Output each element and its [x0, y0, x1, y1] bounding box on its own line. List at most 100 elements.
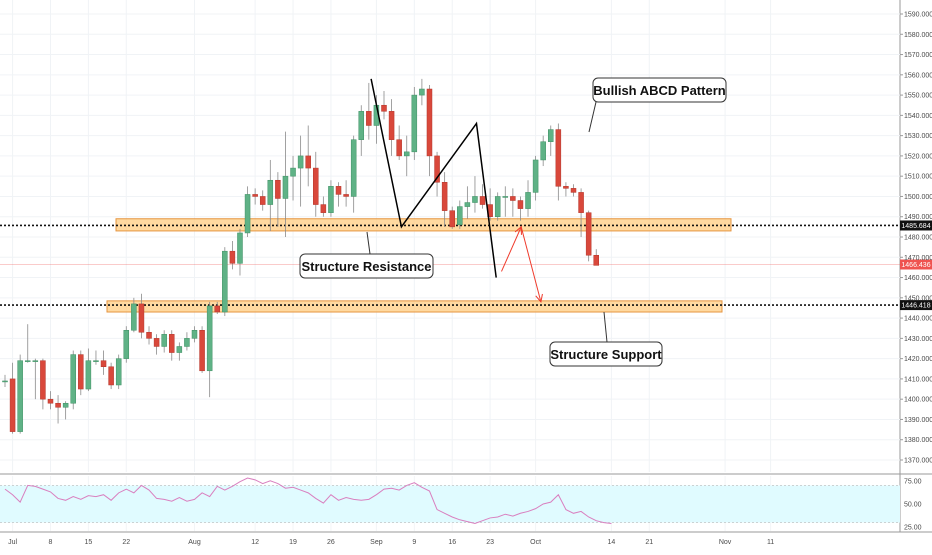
price-tick-label: 1560.000	[904, 72, 932, 79]
price-tick-label: 1550.000	[904, 93, 932, 100]
price-tick-labels: 1370.000 1380.000 1390.000 1400.000 1410.000…	[900, 12, 932, 465]
candle-body	[472, 196, 478, 203]
time-tick-label: 22	[122, 539, 130, 546]
price-tick-label: 1580.000	[904, 32, 932, 39]
candle-body	[282, 175, 289, 199]
candle-body	[93, 360, 99, 362]
candle-body	[9, 378, 16, 432]
candle-body	[358, 111, 365, 140]
candle-body	[290, 167, 296, 177]
candle-body	[146, 332, 152, 339]
candle-body	[55, 402, 61, 408]
candle-body	[123, 330, 130, 359]
level-price-label: 1446.418	[901, 303, 930, 310]
price-tick-label: 1470.000	[904, 255, 932, 262]
candle-body	[540, 141, 546, 161]
candle-body	[449, 210, 455, 228]
candle-body	[176, 346, 183, 353]
candle-body	[259, 196, 266, 205]
candle-body	[297, 155, 304, 169]
price-tick-label: 1480.000	[904, 235, 932, 242]
candle-body	[184, 338, 190, 347]
candle-body	[24, 360, 31, 362]
candle-body	[169, 334, 175, 353]
candle-body	[570, 188, 577, 193]
time-tick-label: Nov	[719, 539, 732, 546]
price-tick-label: 1430.000	[904, 336, 932, 343]
projection-arrowhead-down	[535, 293, 543, 303]
rsi-tick-label: 75.00	[904, 478, 922, 485]
price-tick-label: 1370.000	[904, 458, 932, 465]
rsi-line[interactable]	[4, 477, 612, 525]
candle-body	[555, 129, 562, 187]
price-axis[interactable]	[900, 0, 932, 550]
abcd-callout[interactable]: Bullish ABCD Pattern	[588, 77, 727, 133]
candle-body	[161, 334, 167, 347]
time-tick-label: 9	[412, 539, 416, 546]
candle-body	[494, 196, 501, 217]
time-tick-label: Oct	[530, 539, 541, 546]
time-tick-label: 23	[486, 539, 494, 546]
time-tick-label: 11	[767, 539, 774, 546]
candle-body	[479, 196, 486, 205]
candle-body	[411, 94, 418, 153]
candle-body	[457, 206, 463, 226]
candle-body	[222, 250, 228, 313]
price-tick-label: 1530.000	[904, 133, 932, 140]
candle-body	[32, 360, 39, 362]
time-tick-label: 26	[327, 539, 335, 546]
price-zones	[106, 218, 732, 313]
price-tick-label: 1460.000	[904, 275, 932, 282]
candle-body	[206, 305, 213, 372]
time-tick-label: Sep	[370, 539, 383, 546]
candle-body	[17, 360, 23, 432]
candle-body	[305, 155, 311, 169]
support-zone[interactable]	[106, 300, 723, 313]
abcd-callout-pointer	[588, 101, 597, 133]
candle-body	[153, 338, 160, 347]
price-tick-label: 1590.000	[904, 12, 932, 19]
time-tick-label: 8	[49, 539, 53, 546]
rsi-tick-label: 25.00	[904, 525, 922, 532]
price-tick-label: 1440.000	[904, 316, 932, 323]
time-tick-labels: Jul 8 15 22 Aug 12 19 26 Sep 9 16 23 Oct 14 21 Nov 11	[8, 539, 774, 546]
candle-body	[275, 179, 281, 199]
price-tick-label: 1520.000	[904, 153, 932, 160]
candle-body	[396, 139, 402, 157]
candle-body	[85, 360, 92, 390]
time-tick-label: 12	[251, 539, 259, 546]
support-callout-text: Structure Support	[550, 347, 662, 362]
candlestick-series	[2, 78, 599, 434]
time-tick-label: 16	[448, 539, 456, 546]
rsi-band	[0, 485, 900, 523]
resistance-callout-box	[299, 253, 434, 279]
abcd-callout-box	[592, 77, 727, 103]
candle-body	[115, 358, 122, 386]
candle-body	[131, 303, 137, 331]
candle-body	[578, 192, 584, 213]
candle-body	[335, 186, 342, 195]
level-price-box	[900, 259, 932, 270]
candle-body	[244, 194, 251, 234]
time-tick-label: 19	[289, 539, 297, 546]
candle-body	[199, 330, 205, 372]
time-tick-label: Aug	[188, 539, 201, 546]
candle-body	[350, 139, 357, 197]
level-price-box	[900, 300, 932, 311]
candle-body	[320, 204, 327, 213]
pattern-drawings	[370, 78, 543, 303]
candle-body	[328, 186, 334, 213]
candle-body	[313, 167, 319, 205]
candle-body	[252, 194, 258, 197]
candle-body	[388, 111, 395, 140]
resistance-callout[interactable]: Structure Resistance	[299, 231, 434, 279]
price-tick-label: 1420.000	[904, 356, 932, 363]
candle-body	[381, 104, 387, 112]
candle-body	[2, 380, 8, 383]
price-tick-label: 1490.000	[904, 214, 932, 221]
candle-body	[108, 366, 114, 386]
candle-body	[441, 182, 448, 211]
abcd-pattern-line[interactable]	[370, 78, 497, 278]
support-callout[interactable]: Structure Support	[549, 311, 663, 367]
